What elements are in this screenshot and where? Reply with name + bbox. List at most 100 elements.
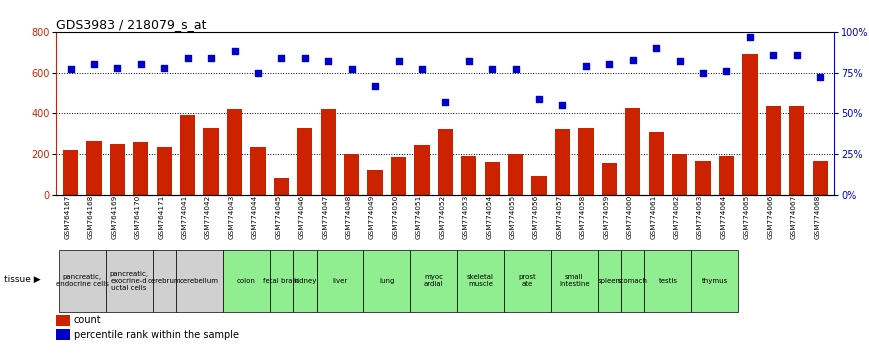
Text: cerebrum: cerebrum: [148, 278, 181, 284]
Text: pancreatic,
endocrine cells: pancreatic, endocrine cells: [56, 274, 109, 287]
Point: [228, 48, 242, 54]
Text: GSM774066: GSM774066: [767, 195, 773, 239]
Bar: [133, 142, 149, 195]
Text: skeletal
muscle: skeletal muscle: [467, 274, 494, 287]
Bar: [461, 156, 476, 195]
Text: liver: liver: [332, 278, 348, 284]
Bar: [363, 250, 410, 312]
Text: GSM774062: GSM774062: [673, 195, 680, 239]
Text: GSM774059: GSM774059: [603, 195, 609, 239]
Bar: [789, 106, 805, 195]
Point: [649, 45, 663, 51]
Bar: [532, 176, 547, 195]
Bar: [645, 250, 692, 312]
Text: thymus: thymus: [701, 278, 728, 284]
Text: GSM774064: GSM774064: [720, 195, 726, 239]
Bar: [176, 250, 222, 312]
Point: [204, 55, 218, 61]
Bar: [250, 147, 266, 195]
Text: GSM764167: GSM764167: [64, 195, 70, 239]
Text: GSM774042: GSM774042: [205, 195, 211, 239]
Bar: [180, 115, 196, 195]
Point: [322, 58, 335, 64]
Text: GSM764169: GSM764169: [111, 195, 117, 239]
Text: GSM774053: GSM774053: [463, 195, 468, 239]
Bar: [227, 109, 242, 195]
Text: spleen: spleen: [598, 278, 620, 284]
Bar: [269, 250, 293, 312]
Point: [766, 52, 780, 57]
Text: GSM774051: GSM774051: [416, 195, 422, 239]
Text: prost
ate: prost ate: [519, 274, 536, 287]
Bar: [598, 250, 621, 312]
Point: [392, 58, 406, 64]
Bar: [648, 132, 664, 195]
Point: [157, 65, 171, 70]
Bar: [692, 250, 738, 312]
Text: tissue ▶: tissue ▶: [4, 275, 41, 284]
Bar: [109, 144, 125, 195]
Text: GSM774043: GSM774043: [229, 195, 235, 239]
Bar: [555, 129, 570, 195]
Bar: [59, 250, 106, 312]
Point: [63, 67, 77, 72]
Bar: [551, 250, 598, 312]
Text: GSM764170: GSM764170: [135, 195, 141, 239]
Text: fetal brain: fetal brain: [263, 278, 300, 284]
Text: GSM764171: GSM764171: [158, 195, 164, 239]
Text: myoc
ardial: myoc ardial: [424, 274, 443, 287]
Point: [743, 34, 757, 40]
Point: [673, 58, 687, 64]
Bar: [457, 250, 504, 312]
Text: GSM774050: GSM774050: [393, 195, 399, 239]
Point: [438, 99, 452, 105]
Point: [298, 55, 312, 61]
Bar: [316, 250, 363, 312]
Point: [555, 102, 569, 108]
Point: [251, 70, 265, 75]
Text: colon: colon: [236, 278, 255, 284]
Bar: [222, 250, 269, 312]
Text: GSM774065: GSM774065: [744, 195, 750, 239]
Text: GSM774041: GSM774041: [182, 195, 188, 239]
Point: [275, 55, 289, 61]
Bar: [293, 250, 316, 312]
Text: GSM774055: GSM774055: [509, 195, 515, 239]
Text: cerebellum: cerebellum: [180, 278, 219, 284]
Text: small
intestine: small intestine: [559, 274, 589, 287]
Bar: [203, 127, 219, 195]
Point: [508, 67, 522, 72]
Bar: [63, 150, 78, 195]
Bar: [368, 170, 382, 195]
Text: GSM774049: GSM774049: [369, 195, 375, 239]
Text: percentile rank within the sample: percentile rank within the sample: [74, 330, 239, 339]
Text: count: count: [74, 315, 102, 325]
Bar: [297, 127, 313, 195]
Bar: [321, 109, 335, 195]
Bar: [153, 250, 176, 312]
Point: [110, 65, 124, 70]
Bar: [601, 163, 617, 195]
Bar: [578, 127, 594, 195]
Text: GSM774057: GSM774057: [556, 195, 562, 239]
Text: GSM774045: GSM774045: [275, 195, 282, 239]
Bar: [391, 157, 406, 195]
Bar: [742, 54, 758, 195]
Bar: [719, 156, 734, 195]
Bar: [274, 178, 289, 195]
Text: GSM774044: GSM774044: [252, 195, 258, 239]
Bar: [106, 250, 153, 312]
Point: [368, 83, 382, 88]
Text: pancreatic,
exocrine-d
uctal cells: pancreatic, exocrine-d uctal cells: [109, 270, 149, 291]
Text: GSM774054: GSM774054: [487, 195, 492, 239]
Point: [626, 57, 640, 62]
Point: [345, 67, 359, 72]
Point: [720, 68, 733, 74]
Bar: [672, 154, 687, 195]
Bar: [695, 161, 711, 195]
Text: GSM774047: GSM774047: [322, 195, 328, 239]
Bar: [410, 250, 457, 312]
Text: GSM774058: GSM774058: [580, 195, 586, 239]
Text: kidney: kidney: [293, 278, 316, 284]
Text: lung: lung: [379, 278, 395, 284]
